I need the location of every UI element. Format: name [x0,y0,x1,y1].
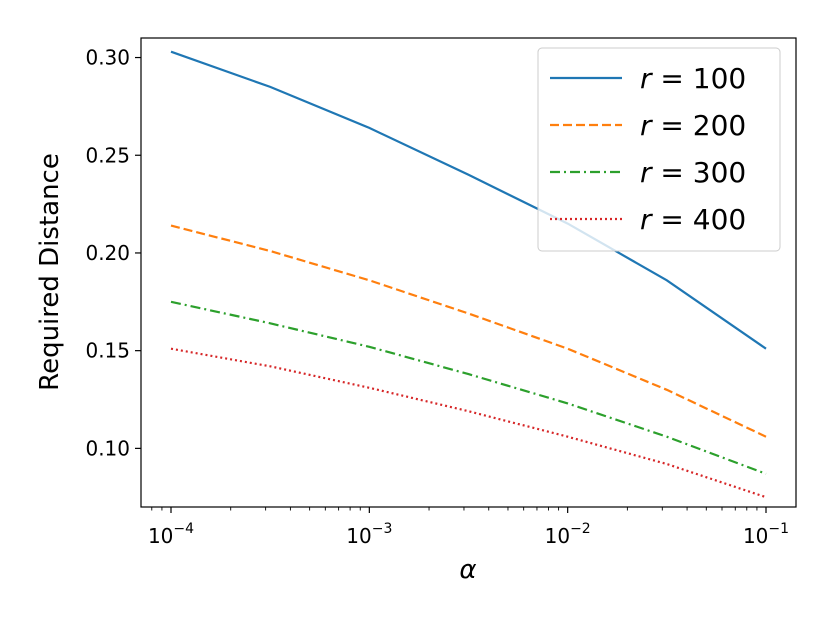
x-tick-label: 10−2 [545,521,591,548]
legend-box [537,47,781,252]
series-line-300 [170,300,767,475]
legend-label-100: r = 100 [640,62,746,95]
legend-label-300: r = 300 [640,156,746,189]
legend: r = 100 r = 200 r = 300 r = 400 [537,47,781,252]
y-axis-label: Required Distance [35,153,65,391]
x-axis-label: α [459,555,476,585]
y-tick-label: 0.15 [85,339,130,363]
y-tick-label: 0.20 [85,241,130,265]
x-tick-label: 10−1 [743,521,789,548]
y-tick-label: 0.25 [85,143,130,167]
legend-label-200: r = 200 [640,109,746,142]
series-line-400 [170,347,767,499]
legend-label-400: r = 400 [640,203,746,236]
plot-area-frame [140,37,797,508]
x-tick-label: 10−3 [346,521,392,548]
x-tick-label: 10−4 [148,521,194,548]
y-tick-label: 0.30 [85,46,130,70]
series-line-100 [170,50,767,350]
y-tick-label: 0.10 [85,436,130,460]
series-line-200 [170,224,767,438]
